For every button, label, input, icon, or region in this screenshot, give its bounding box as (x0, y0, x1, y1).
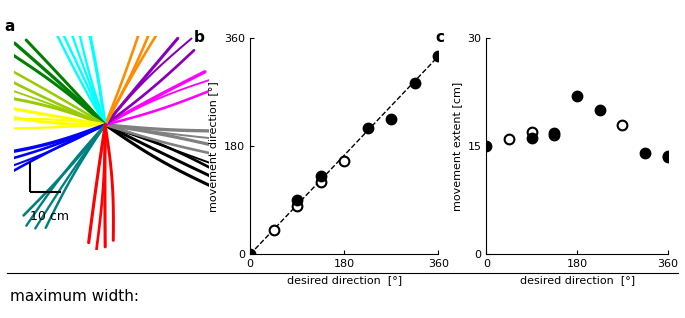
Text: 10 cm: 10 cm (30, 210, 69, 223)
X-axis label: desired direction  [°]: desired direction [°] (286, 275, 402, 285)
Y-axis label: movement direction [°]: movement direction [°] (208, 81, 219, 212)
Text: c: c (436, 30, 445, 45)
Text: b: b (193, 30, 204, 45)
Text: a: a (4, 19, 14, 34)
X-axis label: desired direction  [°]: desired direction [°] (519, 275, 635, 285)
Text: maximum width:: maximum width: (10, 289, 139, 304)
Y-axis label: movement extent [cm]: movement extent [cm] (452, 82, 462, 211)
